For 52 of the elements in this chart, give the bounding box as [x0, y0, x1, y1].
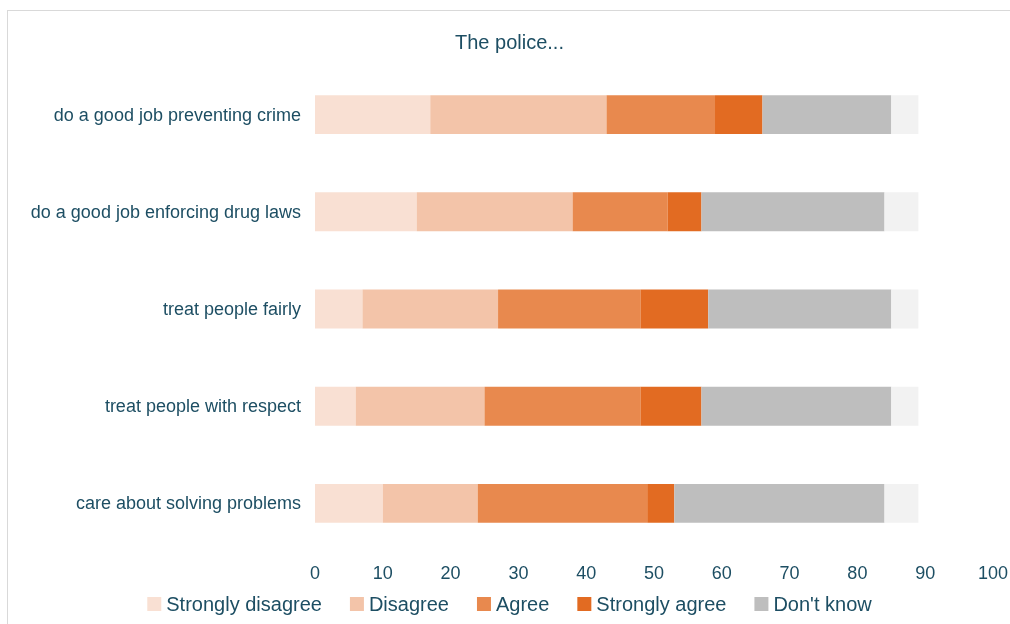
bar — [884, 192, 919, 232]
bar — [315, 95, 431, 135]
x-tick-label: 10 — [372, 563, 393, 583]
legend-label: Strongly disagree — [166, 593, 322, 615]
bar — [498, 289, 641, 329]
bar — [647, 483, 675, 523]
x-tick-label: 100 — [977, 563, 1009, 583]
bar — [708, 289, 892, 329]
bar — [606, 95, 716, 135]
x-tick-label: 40 — [576, 563, 597, 583]
y-tick-label: care about solving problems — [75, 493, 301, 514]
x-tick-label: 30 — [508, 563, 529, 583]
bar — [382, 483, 478, 523]
chart-title: The police... — [455, 31, 564, 53]
bar — [701, 192, 885, 232]
legend-label: Strongly agree — [596, 593, 727, 615]
legend-label: Disagree — [368, 593, 449, 615]
bar — [891, 289, 919, 329]
bar — [315, 289, 363, 329]
bar — [891, 386, 919, 426]
bar — [315, 386, 356, 426]
bar — [640, 289, 709, 329]
bar — [674, 483, 885, 523]
legend-label: Don't know — [773, 593, 873, 615]
y-tick-label: do a good job preventing crime — [53, 104, 301, 125]
bar — [715, 95, 763, 135]
y-tick-label: treat people with respect — [104, 396, 301, 417]
x-tick-label: 50 — [643, 563, 665, 583]
bar — [701, 386, 892, 426]
bar — [355, 386, 485, 426]
bar — [430, 95, 607, 135]
bar — [640, 386, 702, 426]
bar — [762, 95, 892, 135]
y-tick-label: treat people fairly — [162, 299, 301, 319]
x-tick-label: 90 — [915, 563, 936, 583]
bar — [484, 386, 641, 426]
bar — [315, 192, 417, 232]
bar — [667, 192, 702, 232]
bar — [416, 192, 573, 232]
bar — [572, 192, 668, 232]
x-tick-label: 80 — [847, 563, 868, 583]
bar — [315, 483, 383, 523]
bar — [362, 289, 499, 329]
legend-label: Agree — [495, 593, 550, 615]
y-tick-label: do a good job enforcing drug laws — [30, 201, 301, 222]
bar — [884, 483, 919, 523]
bar — [891, 95, 919, 135]
x-tick-label: 20 — [440, 563, 461, 583]
x-tick-label: 70 — [779, 563, 800, 583]
x-tick-label: 0 — [309, 563, 321, 583]
x-tick-label: 60 — [711, 563, 732, 583]
bar — [477, 483, 648, 523]
